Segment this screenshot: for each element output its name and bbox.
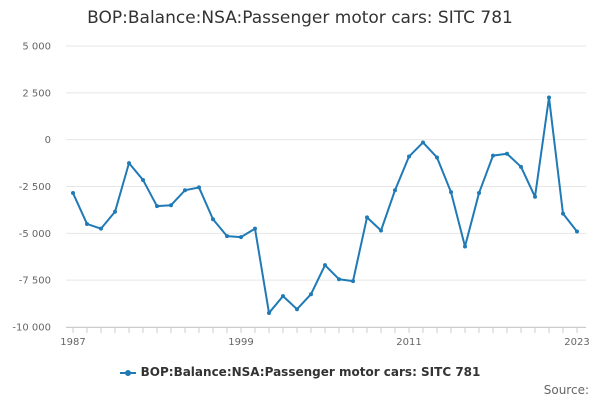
- data-point[interactable]: [337, 277, 341, 282]
- data-point[interactable]: [491, 153, 495, 158]
- data-point[interactable]: [561, 211, 565, 216]
- data-point[interactable]: [71, 191, 75, 196]
- y-tick-label: 5 000: [22, 42, 51, 53]
- data-point[interactable]: [351, 279, 355, 284]
- x-tick-label: 2023: [564, 337, 589, 348]
- axis-layer: 5 000 2 500 0 -2 500 -5 000 -7 500 -10 000 1987…: [12, 42, 589, 349]
- legend-item[interactable]: BOP:Balance:NSA:Passenger motor cars: SI…: [0, 365, 600, 379]
- x-tick-label: 1987: [60, 337, 85, 348]
- legend-swatch: [119, 369, 136, 376]
- y-tick-label: -5 000: [19, 229, 51, 240]
- data-point[interactable]: [505, 151, 509, 156]
- data-point[interactable]: [309, 292, 313, 297]
- data-point[interactable]: [533, 194, 537, 199]
- data-point[interactable]: [239, 235, 243, 240]
- data-point[interactable]: [477, 191, 481, 196]
- data-point[interactable]: [575, 229, 579, 234]
- data-point[interactable]: [225, 234, 229, 239]
- chart-title: BOP:Balance:NSA:Passenger motor cars: SI…: [87, 8, 513, 28]
- data-point[interactable]: [267, 310, 271, 315]
- x-tick-label: 2011: [396, 337, 421, 348]
- data-point[interactable]: [211, 217, 215, 222]
- data-point[interactable]: [99, 226, 103, 231]
- y-tick-label: 2 500: [22, 88, 51, 99]
- data-point[interactable]: [407, 154, 411, 159]
- data-point[interactable]: [323, 263, 327, 268]
- data-point[interactable]: [449, 190, 453, 195]
- y-tick-label: -2 500: [19, 182, 51, 193]
- data-point[interactable]: [393, 188, 397, 193]
- data-point[interactable]: [365, 215, 369, 220]
- data-point[interactable]: [197, 185, 201, 190]
- y-tick-label: -7 500: [19, 276, 51, 287]
- y-tick-label: 0: [45, 135, 51, 146]
- data-point[interactable]: [113, 209, 117, 214]
- data-point[interactable]: [463, 244, 467, 249]
- legend-label: BOP:Balance:NSA:Passenger motor cars: SI…: [140, 365, 481, 379]
- data-point[interactable]: [253, 226, 257, 231]
- x-tick-label: 1999: [228, 337, 253, 348]
- grid-layer: [66, 45, 586, 328]
- data-point[interactable]: [183, 188, 187, 193]
- data-point[interactable]: [141, 177, 145, 182]
- y-tick-label: -10 000: [12, 323, 51, 334]
- data-point[interactable]: [421, 140, 425, 145]
- series-layer: [71, 95, 579, 315]
- data-point[interactable]: [127, 161, 131, 166]
- data-point[interactable]: [519, 164, 523, 169]
- data-point[interactable]: [379, 228, 383, 233]
- data-point[interactable]: [85, 221, 89, 226]
- data-point[interactable]: [547, 95, 551, 100]
- data-point[interactable]: [169, 203, 173, 208]
- source-label: Source:: [543, 383, 589, 397]
- data-point[interactable]: [155, 204, 159, 209]
- data-point[interactable]: [435, 155, 439, 160]
- data-point[interactable]: [281, 294, 285, 299]
- legend-dot: [124, 369, 131, 376]
- data-point[interactable]: [295, 307, 299, 312]
